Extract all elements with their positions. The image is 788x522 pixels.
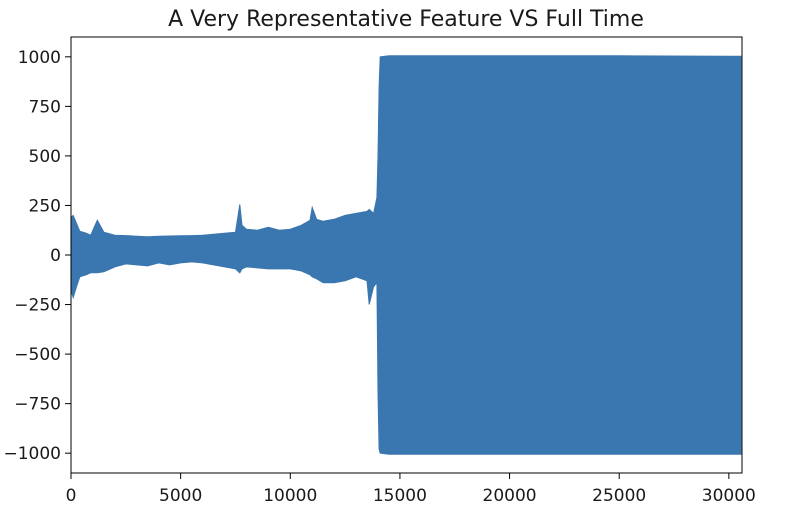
x-tick-label: 0: [66, 486, 77, 506]
x-tick-label: 25000: [592, 486, 646, 506]
x-tick-label: 20000: [483, 486, 537, 506]
x-tick-label: 15000: [373, 486, 427, 506]
y-tick-label: 0: [50, 246, 61, 266]
signal-series: [70, 55, 742, 455]
y-tick-label: −500: [14, 345, 61, 365]
y-axis: 1000 750 500 250 0 −250 −500 −750 −1000: [3, 48, 71, 464]
x-axis: 0 5000 10000 15000 20000 25000 30000: [66, 473, 756, 506]
chart-title: A Very Representative Feature VS Full Ti…: [168, 7, 644, 32]
x-tick-label: 10000: [263, 486, 317, 506]
y-tick-label: 500: [29, 147, 61, 167]
y-tick-label: −250: [14, 296, 61, 316]
y-tick-label: 250: [29, 196, 61, 216]
plot-area: [70, 55, 742, 455]
y-tick-label: 750: [29, 97, 61, 117]
y-tick-label: −750: [14, 395, 61, 415]
y-tick-label: 1000: [18, 48, 61, 68]
y-tick-label: −1000: [3, 444, 61, 464]
x-tick-label: 5000: [159, 486, 202, 506]
x-tick-label: 30000: [702, 486, 756, 506]
